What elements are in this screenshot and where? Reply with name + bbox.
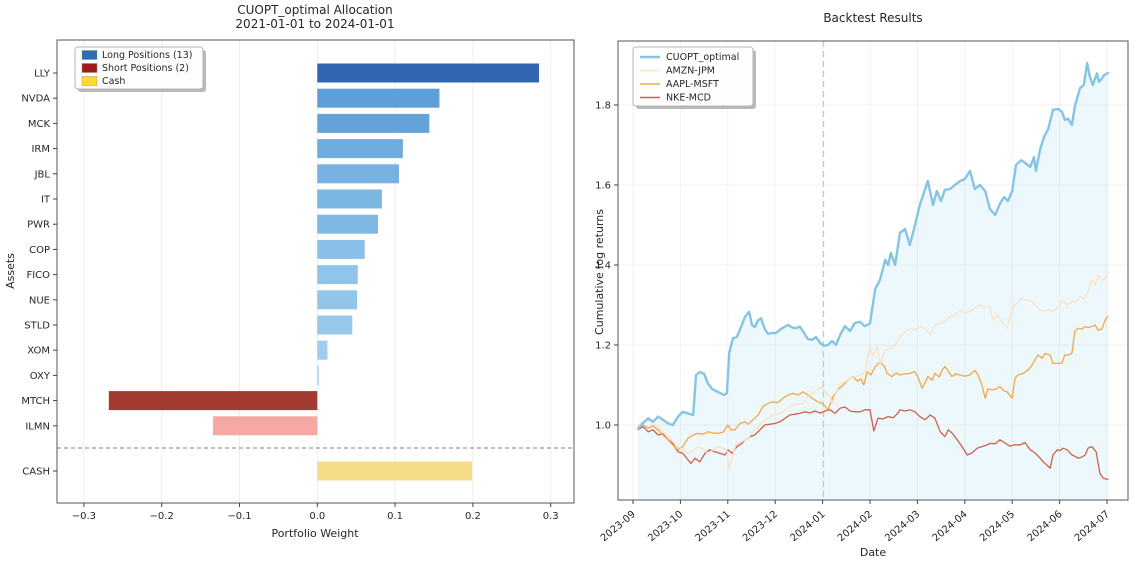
bar-MCK (317, 113, 430, 133)
x-tick-label: 2023-10 (646, 509, 685, 544)
y-tick-label-MCK: MCK (28, 119, 51, 130)
legend-label: NKE-MCD (666, 93, 711, 104)
x-tick-label: 2024-05 (978, 509, 1017, 544)
legend-swatch (81, 76, 98, 86)
y-tick-label-CASH: CASH (22, 467, 50, 478)
bar-XOM (317, 340, 328, 360)
x-tick-label: 2024-06 (1025, 509, 1064, 544)
legend-swatch (81, 50, 98, 60)
y-tick-label: 1.2 (595, 341, 611, 352)
backtest-chart: 1.0 1.2 1.4 1.6 1.8 2023-09 2023-10 2023-11 2023… (595, 11, 1129, 559)
bar-COP (317, 239, 365, 259)
x-tick-label: 0.3 (543, 511, 559, 522)
bar-OXY (317, 365, 319, 385)
y-tick-label-NVDA: NVDA (21, 94, 50, 105)
x-tick-label: 0.2 (465, 511, 481, 522)
bar-LLY (317, 63, 540, 83)
axes-spines (56, 39, 575, 504)
allocation-xlabel: Portfolio Weight (271, 527, 359, 540)
backtest-ylabel: Cumulative log returns (595, 209, 606, 335)
y-tick-label-JBL: JBL (34, 169, 51, 180)
bar-STLD (317, 315, 353, 335)
x-tick-label: −0.2 (150, 511, 174, 522)
series-line-AAPL-MSFT (637, 315, 1109, 451)
y-tick-label-FICO: FICO (26, 270, 50, 281)
legend-label: CUOPT_optimal (666, 52, 739, 63)
bar-MTCH (108, 391, 318, 411)
bar-ILMN (213, 416, 318, 436)
allocation-subtitle: 2021-01-01 to 2024-01-01 (235, 17, 394, 31)
legend-swatch (81, 63, 98, 73)
bar-NVDA (317, 88, 440, 108)
x-tick-label: 2023-09 (599, 509, 638, 544)
bar-NUE (317, 290, 357, 310)
bar-JBL (317, 164, 399, 184)
series-line-AMZN-JPM (637, 272, 1109, 470)
y-tick-label-XOM: XOM (27, 346, 50, 357)
allocation-ylabel: Assets (4, 253, 17, 289)
bar-CASH (317, 461, 473, 481)
bar-IT (317, 189, 382, 209)
legend-label: AAPL-MSFT (666, 79, 719, 90)
series-line-NKE-MCD (637, 406, 1109, 481)
allocation-chart: LLY NVDA MCK IRM JBL IT PWR COP FICO NUE STLD XOM OX… (4, 3, 575, 540)
y-tick-label-IRM: IRM (31, 144, 50, 155)
allocation-title: CUOPT_optimal Allocation (237, 3, 393, 17)
x-tick-label: 2023-12 (741, 509, 780, 544)
cuopt-area-fill (638, 63, 1108, 500)
y-tick-label-MTCH: MTCH (21, 396, 50, 407)
y-tick-label-PWR: PWR (27, 220, 50, 231)
legend-box (632, 46, 754, 107)
x-tick-label: −0.1 (227, 511, 251, 522)
x-tick-label: −0.3 (72, 511, 96, 522)
legend-label: Long Positions (13) (102, 50, 192, 61)
y-tick-label: 1.8 (595, 101, 611, 112)
y-tick-label-LLY: LLY (34, 69, 51, 80)
x-tick-label: 0.1 (387, 511, 403, 522)
x-tick-label: 2023-11 (694, 509, 733, 544)
x-tick-label: 2024-01 (788, 509, 827, 544)
y-tick-label-OXY: OXY (30, 371, 51, 382)
y-tick-label: 1.0 (595, 421, 611, 432)
x-tick-label: 2024-02 (836, 509, 875, 544)
y-tick-label: 1.6 (595, 181, 611, 192)
axes-spines (617, 40, 1129, 501)
legend-label: Cash (102, 76, 125, 87)
x-tick-label: 2024-03 (883, 509, 922, 544)
legend-label: Short Positions (2) (102, 63, 189, 74)
y-tick-label-IT: IT (41, 195, 51, 206)
y-tick-label: 1.4 (595, 261, 611, 272)
y-tick-label-STLD: STLD (24, 321, 50, 332)
y-tick-label-COP: COP (29, 245, 50, 256)
x-tick-label: 2024-04 (931, 509, 970, 544)
backtest-xlabel: Date (860, 546, 887, 559)
bar-PWR (317, 214, 378, 234)
bar-IRM (317, 139, 403, 159)
x-tick-label: 2024-07 (1073, 509, 1112, 544)
backtest-title: Backtest Results (823, 11, 922, 25)
legend-label: AMZN-JPM (666, 66, 715, 77)
y-tick-label-NUE: NUE (29, 295, 50, 306)
series-line-CUOPT_optimal (637, 61, 1110, 431)
bar-FICO (317, 265, 358, 285)
y-tick-label-ILMN: ILMN (25, 421, 50, 432)
legend-box (74, 46, 204, 90)
x-tick-label: 0.0 (309, 511, 325, 522)
